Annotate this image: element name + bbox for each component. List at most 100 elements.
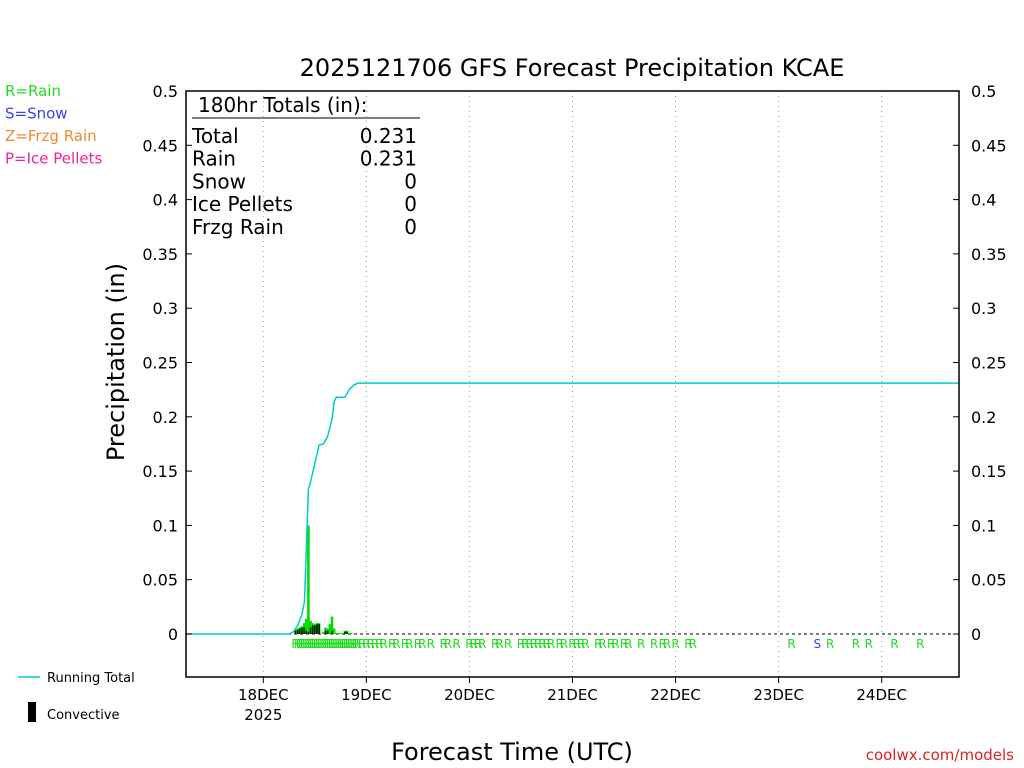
precip-type-legend-entry: S=Snow bbox=[5, 105, 68, 123]
plot-frame bbox=[185, 90, 960, 678]
precip-type-legend-entry: R=Rain bbox=[5, 82, 61, 100]
precip-type-marker: R bbox=[332, 637, 340, 651]
precip-type-marker: R bbox=[379, 637, 387, 651]
convective-legend-label: Convective bbox=[47, 708, 120, 723]
precip-type-marker: R bbox=[852, 637, 860, 651]
precip-type-marker: R bbox=[375, 637, 383, 651]
precip-type-marker: R bbox=[495, 637, 503, 651]
precip-type-marker: R bbox=[354, 637, 362, 651]
precip-type-marker: R bbox=[362, 637, 370, 651]
x-axis-label: Forecast Time (UTC) bbox=[391, 738, 633, 766]
precip-type-marker: R bbox=[401, 637, 409, 651]
y-tick-label-left: 0.2 bbox=[153, 408, 178, 427]
precip-type-marker: R bbox=[517, 637, 525, 651]
precip-type-marker: R bbox=[324, 637, 332, 651]
precip-type-marker: R bbox=[298, 637, 306, 651]
convective-bar bbox=[346, 631, 348, 634]
convective-bar bbox=[305, 630, 307, 634]
running-total-legend-label: Running Total bbox=[47, 671, 135, 686]
precip-type-marker: R bbox=[534, 637, 542, 651]
line-layer bbox=[186, 382, 959, 635]
precip-type-marker: R bbox=[319, 637, 327, 651]
precip-type-marker: R bbox=[826, 637, 834, 651]
x-tick-label: 18DEC bbox=[238, 686, 289, 704]
precip-bar bbox=[341, 632, 345, 634]
precip-type-marker: R bbox=[341, 637, 349, 651]
precip-type-marker: R bbox=[309, 637, 317, 651]
y-tick-label-right: 0.3 bbox=[971, 299, 996, 318]
precip-type-marker: R bbox=[345, 637, 353, 651]
y-tick-label-left: 0.1 bbox=[153, 516, 178, 535]
y-tick-label-left: 0.4 bbox=[153, 191, 178, 210]
precip-type-marker: R bbox=[659, 637, 667, 651]
precip-type-marker: R bbox=[504, 637, 512, 651]
precip-type-marker: R bbox=[388, 637, 396, 651]
x-tick-label: 23DEC bbox=[753, 686, 804, 704]
series-legend: Running Total Convective bbox=[18, 671, 135, 723]
precip-type-marker: R bbox=[439, 637, 447, 651]
x-tick-label: 19DEC bbox=[341, 686, 392, 704]
totals-row-value: 0 bbox=[404, 192, 417, 216]
convective-bar bbox=[327, 630, 329, 634]
precip-type-marker: R bbox=[302, 637, 310, 651]
precip-bar bbox=[322, 631, 325, 634]
precip-type-marker: R bbox=[330, 637, 338, 651]
precip-type-marker: R bbox=[916, 637, 924, 651]
convective-bar bbox=[344, 631, 346, 634]
precip-type-marker: R bbox=[607, 637, 615, 651]
precip-type-marker: R bbox=[543, 637, 551, 651]
precip-type-marker: R bbox=[326, 637, 334, 651]
precip-type-marker: R bbox=[313, 637, 321, 651]
precip-bar bbox=[350, 632, 353, 634]
y-tick-label-right: 0.15 bbox=[971, 462, 1007, 481]
totals-row-value: 0 bbox=[404, 169, 417, 193]
precip-type-legend: R=Rain S=Snow Z=Frzg Rain P=Ice Pellets bbox=[5, 82, 102, 168]
y-tick-label-left: 0 bbox=[168, 625, 178, 644]
convective-bar bbox=[309, 627, 312, 634]
precip-type-marker: R bbox=[581, 637, 589, 651]
precip-type-marker: R bbox=[598, 637, 606, 651]
precip-type-marker: R bbox=[304, 637, 312, 651]
x-tick-label: 20DEC bbox=[444, 686, 495, 704]
precip-type-marker: R bbox=[577, 637, 585, 651]
convective-bar bbox=[307, 631, 310, 634]
y-tick-label-left: 0.45 bbox=[142, 136, 178, 155]
precip-type-marker: R bbox=[300, 637, 308, 651]
x-tick-sublabel: 2025 bbox=[244, 706, 282, 724]
precip-bar bbox=[328, 624, 332, 634]
totals-row-value: 0.231 bbox=[360, 124, 417, 148]
precip-type-marker: R bbox=[317, 637, 325, 651]
precip-type-marker: R bbox=[689, 637, 697, 651]
precip-type-marker: R bbox=[573, 637, 581, 651]
precip-type-marker: R bbox=[452, 637, 460, 651]
precip-type-marker: R bbox=[470, 637, 478, 651]
precip-type-marker: R bbox=[358, 637, 366, 651]
y-tick-label-left: 0.25 bbox=[142, 354, 178, 373]
y-tick-label-right: 0.2 bbox=[971, 408, 996, 427]
precip-type-marker: R bbox=[334, 637, 342, 651]
precip-type-marker: R bbox=[371, 637, 379, 651]
precip-type-marker: R bbox=[671, 637, 679, 651]
precip-type-marker: R bbox=[321, 637, 329, 651]
chart-title: 2025121706 GFS Forecast Precipitation KC… bbox=[300, 54, 845, 82]
convective-bar bbox=[296, 629, 299, 634]
precip-bar bbox=[335, 632, 338, 634]
running-total-line bbox=[186, 382, 959, 635]
precip-type-marker: R bbox=[291, 637, 299, 651]
precip-type-marker: R bbox=[611, 637, 619, 651]
bar-layer bbox=[294, 525, 353, 634]
precip-type-marker: R bbox=[427, 637, 435, 651]
precip-type-marker: R bbox=[336, 637, 344, 651]
totals-rows: Total 0.231 Rain 0.231 Snow 0 Ice Pellets 0 Frzg… bbox=[191, 124, 417, 239]
y-tick-label-right: 0.5 bbox=[971, 82, 996, 101]
y-tick-label-left: 0.3 bbox=[153, 299, 178, 318]
y-tick-label-left: 0.5 bbox=[153, 82, 178, 101]
y-tick-label-left: 0.05 bbox=[142, 571, 178, 590]
source-credit: coolwx.com/models bbox=[866, 746, 1014, 764]
precip-type-marker: R bbox=[637, 637, 645, 651]
precip-type-marker: R bbox=[343, 637, 351, 651]
precip-type-marker: R bbox=[311, 637, 319, 651]
precip-type-marker: R bbox=[538, 637, 546, 651]
